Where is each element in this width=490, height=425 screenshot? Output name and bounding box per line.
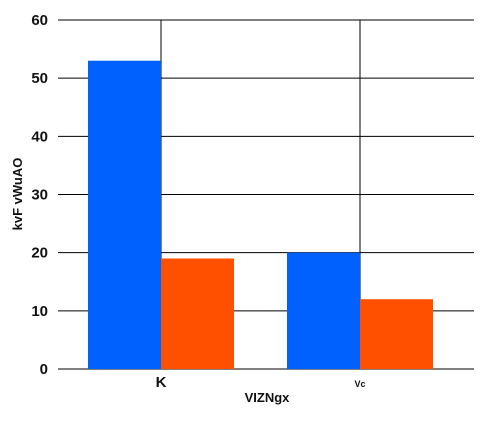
y-tick-label: 10 bbox=[31, 303, 48, 320]
y-tick-label: 60 bbox=[31, 12, 48, 29]
bar-layer bbox=[88, 60, 433, 369]
y-tick-label: 0 bbox=[40, 361, 48, 378]
bar-series-1-vc bbox=[287, 252, 360, 369]
y-tick-label: 30 bbox=[31, 187, 48, 204]
y-tick-label: 20 bbox=[31, 245, 48, 262]
tick-layer: 0 10 20 30 40 50 60 K Vc bbox=[31, 12, 365, 391]
y-tick-label: 40 bbox=[31, 128, 48, 145]
y-tick-label: 50 bbox=[31, 70, 48, 87]
x-tick-label: Vc bbox=[354, 379, 365, 389]
x-tick-label: K bbox=[156, 374, 167, 391]
x-axis-title: VIZNgx bbox=[245, 390, 291, 405]
bar-series-1-k bbox=[88, 60, 161, 369]
y-axis-title: kvF vWuAO bbox=[10, 158, 25, 231]
bar-series-2-vc bbox=[360, 299, 433, 369]
bar-series-2-k bbox=[161, 258, 234, 369]
